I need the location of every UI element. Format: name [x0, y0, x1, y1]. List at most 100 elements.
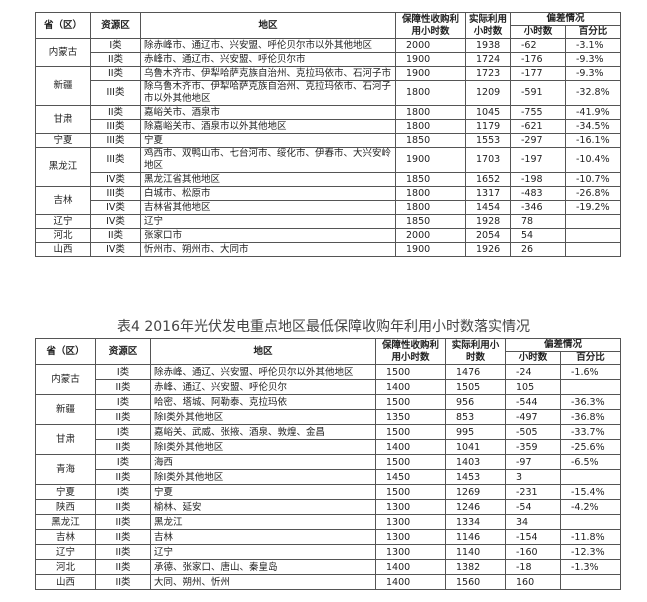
actual-hours: 1382 [445, 559, 506, 575]
resource-class: II类 [95, 379, 151, 395]
province: 新疆 [35, 394, 96, 425]
resource-class: III类 [90, 147, 141, 173]
province: 内蒙古 [35, 38, 91, 67]
table-row: 黑龙江 II类 黑龙江 1300 1334 34 [35, 514, 622, 530]
table-row: 黑龙江 III类 鸡西市、双鸭山市、七台河市、绥化市、伊春市、大兴安岭地区 1900 1… [35, 147, 622, 187]
region: 除赤峰、通辽、兴安盟、呼伦贝尔以外其他地区 [150, 364, 376, 380]
resource-class: II类 [95, 529, 151, 545]
deviation-hours: -505 [505, 424, 561, 440]
deviation-percent: -3.1% [564, 38, 622, 53]
region: 忻州市、朔州市、大同市 [140, 242, 396, 257]
deviation-percent: -1.6% [559, 364, 622, 380]
table-row: 山西 IV类 忻州市、朔州市、大同市 1900 1926 26 [35, 242, 622, 257]
guaranteed-hours: 1500 [375, 454, 446, 470]
province: 辽宁 [35, 544, 96, 560]
header-cell: 保障性收购利用小时数 [395, 12, 466, 39]
table-row: IV类 吉林省其他地区 1800 1454 -346 -19.2% [36, 200, 622, 215]
deviation-hours: -231 [505, 484, 561, 500]
deviation-hours: 160 [505, 574, 561, 590]
deviation-hours: 54 [510, 228, 566, 243]
region: 吉林 [150, 529, 376, 545]
guaranteed-hours: 1850 [395, 133, 466, 148]
guaranteed-hours: 1500 [375, 484, 446, 500]
deviation-hours: -755 [510, 105, 566, 120]
deviation-percent [564, 242, 622, 257]
province: 黑龙江 [35, 514, 96, 530]
deviation-hours: -346 [510, 200, 566, 215]
deviation-percent [559, 469, 622, 485]
guaranteed-hours: 1900 [395, 242, 466, 257]
header-cell: 资源区 [95, 338, 151, 365]
guaranteed-hours: 1400 [375, 559, 446, 575]
table-row: 宁夏 III类 宁夏 1850 1553 -297 -16.1% [35, 133, 622, 148]
region: 大同、朔州、忻州 [150, 574, 376, 590]
deviation-percent: -36.3% [559, 394, 622, 410]
deviation-hours: -621 [510, 119, 566, 134]
guaranteed-hours: 1800 [395, 186, 466, 201]
deviation-percent: -9.3% [564, 66, 622, 81]
actual-hours: 1928 [465, 214, 511, 229]
province: 内蒙古 [35, 364, 96, 395]
region: 除I类外其他地区 [150, 439, 376, 455]
region: 乌鲁木齐市、伊犁哈萨克族自治州、克拉玛依市、石河子市 [140, 66, 396, 81]
resource-class: III类 [90, 80, 141, 106]
region: 白城市、松原市 [140, 186, 396, 201]
deviation-hours: -18 [505, 559, 561, 575]
table-row: 河北 II类 承德、张家口、唐山、秦皇岛 1400 1382 -18 -1.3% [35, 559, 622, 575]
region: 辽宁 [150, 544, 376, 560]
guaranteed-hours: 1300 [375, 529, 446, 545]
guaranteed-hours: 1300 [375, 499, 446, 515]
actual-hours: 1179 [465, 119, 511, 134]
deviation-percent: -6.5% [559, 454, 622, 470]
actual-hours: 1476 [445, 364, 506, 380]
table-row: II类 除I类外其他地区 1450 1453 3 [36, 469, 622, 485]
deviation-percent: -19.2% [564, 200, 622, 215]
region: 海西 [150, 454, 376, 470]
deviation-percent: -11.8% [559, 529, 622, 545]
table-row: 青海 I类 海西 1500 1403 -97 -6.5% [35, 454, 622, 485]
table-row: II类 赤峰市、通辽市、兴安盟、呼伦贝尔市 1900 1724 -176 -9.3% [36, 52, 622, 67]
region: 宁夏 [140, 133, 396, 148]
deviation-percent: -1.3% [559, 559, 622, 575]
deviation-hours: -483 [510, 186, 566, 201]
header-cell: 资源区 [90, 12, 141, 39]
region: 除I类外其他地区 [150, 409, 376, 425]
province: 新疆 [35, 66, 91, 106]
deviation-percent: -41.9% [564, 105, 622, 120]
region: 辽宁 [140, 214, 396, 229]
resource-class: II类 [95, 439, 151, 455]
resource-class: II类 [90, 105, 141, 120]
header-cell: 小时数 [510, 25, 566, 39]
region: 宁夏 [150, 484, 376, 500]
resource-class: IV类 [90, 200, 141, 215]
actual-hours: 2054 [465, 228, 511, 243]
table-row: 甘肃 I类 嘉峪关、武威、张掖、酒泉、敦煌、金昌 1500 995 -505 -33.7% [35, 424, 622, 455]
guaranteed-hours: 1400 [375, 574, 446, 590]
region: 除I类外其他地区 [150, 469, 376, 485]
actual-hours: 1560 [445, 574, 506, 590]
deviation-hours: -97 [505, 454, 561, 470]
deviation-hours: -160 [505, 544, 561, 560]
table-row: 内蒙古 I类 除赤峰、通辽、兴安盟、呼伦贝尔以外其他地区 1500 1476 -24 -1.… [35, 364, 622, 395]
resource-class: II类 [95, 574, 151, 590]
actual-hours: 853 [445, 409, 506, 425]
table-caption: 表4 2016年光伏发电重点地区最低保障收购年利用小时数落实情况 [117, 319, 530, 335]
province: 河北 [35, 559, 96, 575]
deviation-hours: -54 [505, 499, 561, 515]
resource-class: I类 [90, 38, 141, 53]
resource-class: IV类 [90, 172, 141, 187]
region: 榆林、延安 [150, 499, 376, 515]
table-row: II类 除I类外其他地区 1400 1041 -359 -25.6% [36, 439, 622, 455]
actual-hours: 1505 [445, 379, 506, 395]
header-cell: 保障性收购利用小时数 [375, 338, 446, 365]
deviation-percent: -36.8% [559, 409, 622, 425]
table-row: 宁夏 I类 宁夏 1500 1269 -231 -15.4% [35, 484, 622, 500]
deviation-percent [559, 379, 622, 395]
guaranteed-hours: 1300 [375, 544, 446, 560]
guaranteed-hours: 1300 [375, 514, 446, 530]
guaranteed-hours: 1400 [375, 379, 446, 395]
deviation-percent: -33.7% [559, 424, 622, 440]
actual-hours: 1454 [465, 200, 511, 215]
actual-hours: 1146 [445, 529, 506, 545]
